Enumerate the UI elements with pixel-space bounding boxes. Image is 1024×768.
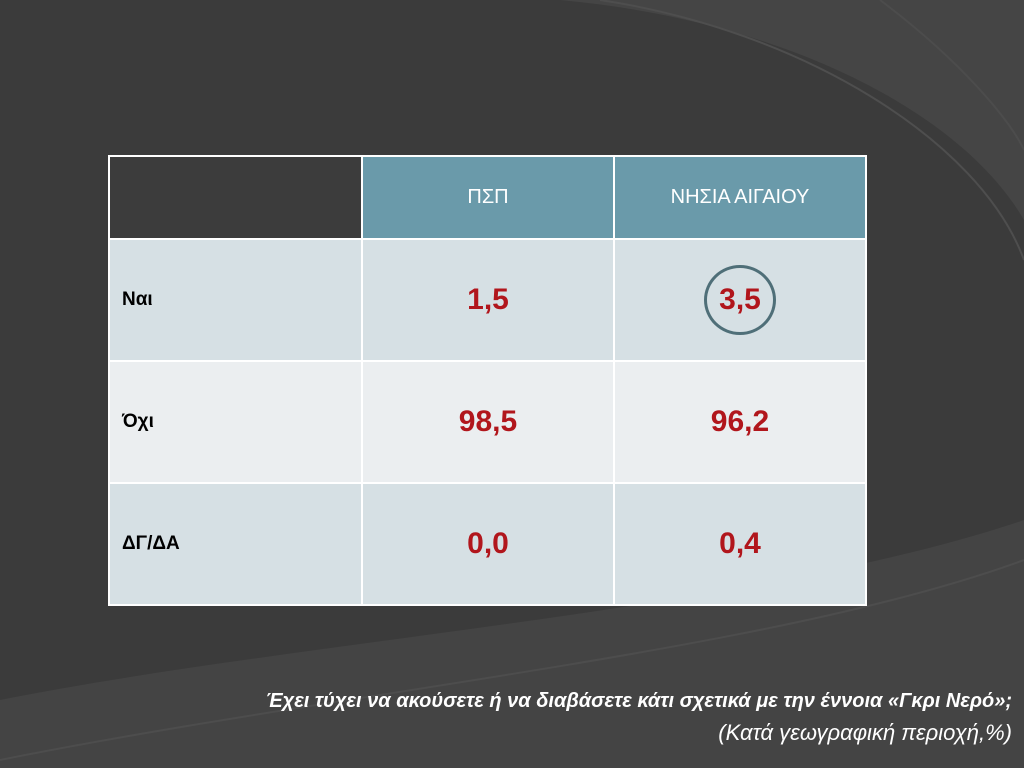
- row-label-nai: Ναι: [108, 238, 363, 362]
- table-header-row: ΠΣΠ ΝΗΣΙΑ ΑΙΓΑΙΟΥ: [108, 155, 867, 240]
- row-label-ochi: Όχι: [108, 360, 363, 484]
- value-cell: 96,2: [613, 360, 867, 484]
- value-cell: 0,4: [613, 482, 867, 606]
- value-cell: 98,5: [361, 360, 615, 484]
- table-row: Όχι 98,5 96,2: [108, 360, 867, 484]
- highlight-circle: [704, 265, 776, 335]
- value-cell: 0,0: [361, 482, 615, 606]
- column-header-psp: ΠΣΠ: [361, 155, 615, 240]
- table-corner-cell: [108, 155, 363, 240]
- table-row: ΔΓ/ΔΑ 0,0 0,4: [108, 482, 867, 606]
- value-text: 98,5: [458, 405, 518, 438]
- row-label-dg-da: ΔΓ/ΔΑ: [108, 482, 363, 606]
- value-text: 0,0: [467, 527, 509, 560]
- circled-value: 3,5: [704, 265, 776, 335]
- column-header-nisia-aigaiou: ΝΗΣΙΑ ΑΙΓΑΙΟΥ: [613, 155, 867, 240]
- value-cell-highlighted: 3,5: [613, 238, 867, 362]
- survey-question: Έχει τύχει να ακούσετε ή να διαβάσετε κά…: [265, 690, 1012, 712]
- value-text: 96,2: [710, 405, 770, 438]
- table-row: Ναι 1,5 3,5: [108, 238, 867, 362]
- value-text: 1,5: [467, 283, 509, 316]
- results-table-container: ΠΣΠ ΝΗΣΙΑ ΑΙΓΑΙΟΥ Ναι 1,5 3,5 Όχι 98,5 9…: [108, 155, 867, 606]
- slide-caption: Έχει τύχει να ακούσετε ή να διαβάσετε κά…: [266, 688, 1012, 748]
- value-text: 0,4: [719, 527, 761, 560]
- caption-note: (Κατά γεωγραφική περιοχή,%): [718, 720, 1012, 745]
- results-table: ΠΣΠ ΝΗΣΙΑ ΑΙΓΑΙΟΥ Ναι 1,5 3,5 Όχι 98,5 9…: [108, 155, 867, 606]
- value-cell: 1,5: [361, 238, 615, 362]
